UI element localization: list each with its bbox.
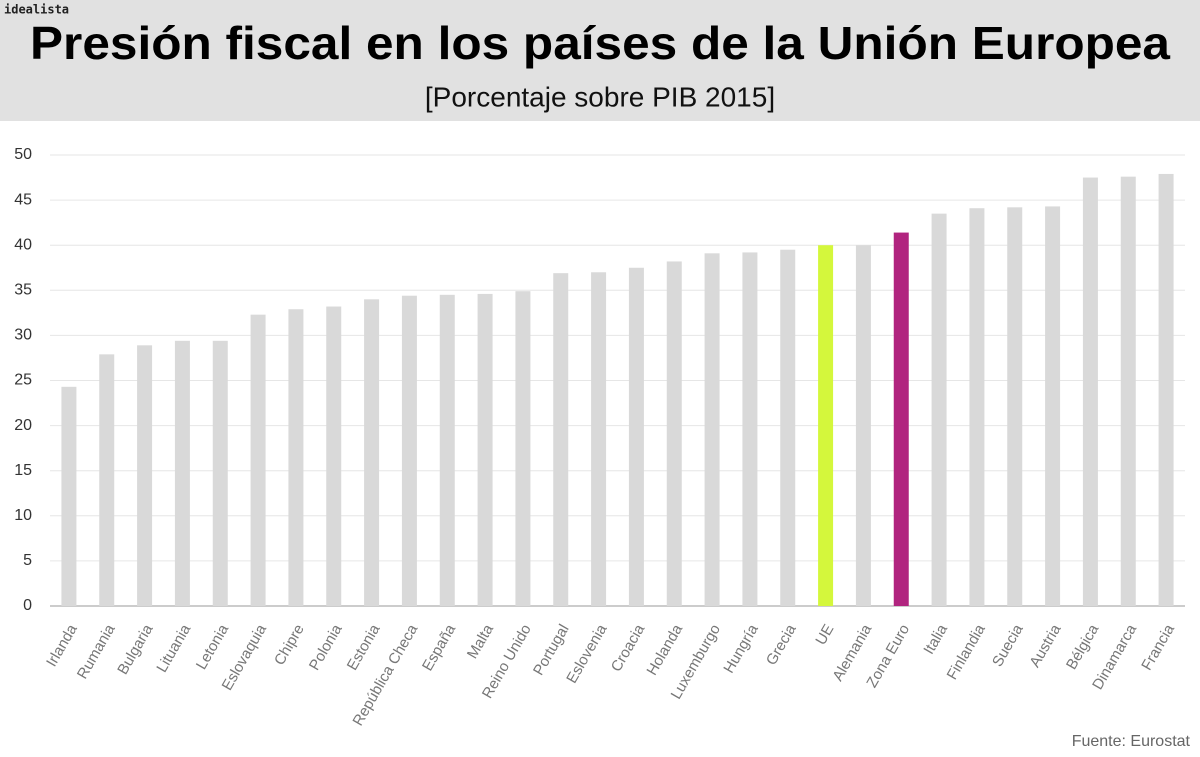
bar [855,245,871,606]
bar [704,253,720,606]
bar [628,267,644,606]
bar [250,314,266,606]
bar [1045,206,1061,606]
x-tick-label: Polonia [306,621,346,673]
y-tick-label: 35 [14,282,32,299]
x-tick-label: Hungría [720,621,762,676]
x-tick-label: Austria [1026,621,1064,670]
bar [137,345,153,606]
y-tick-label: 5 [23,552,32,569]
x-tick-label: Estonia [344,621,384,673]
chart-title: Presión fiscal en los países de la Unión… [30,17,1170,69]
x-tick-label: Bulgaria [114,621,157,678]
x-tick-label: Irlanda [43,621,81,670]
x-tick-label: Grecia [763,621,800,668]
y-tick-label: 0 [23,597,32,614]
x-tick-label: Bélgica [1063,621,1103,673]
x-tick-label: UE [812,621,837,648]
x-tick-label: Chipre [271,621,308,668]
bar [666,261,682,606]
bar [288,309,304,606]
bar [742,252,758,606]
bar [931,213,947,606]
chart-subtitle: [Porcentaje sobre PIB 2015] [425,81,775,112]
bar [818,245,834,606]
bar [1158,173,1174,606]
x-tick-label: Francia [1138,621,1178,673]
bar [780,249,796,606]
bar [212,340,228,606]
y-tick-label: 20 [14,417,32,434]
x-tick-label: Holanda [643,621,686,678]
bar [477,293,493,606]
bar [1007,207,1023,607]
y-tick-label: 25 [14,372,32,389]
bar [61,386,77,606]
bar [1120,176,1136,606]
bar [553,273,569,606]
bar [591,272,607,606]
bar [326,306,342,606]
x-tick-label: Portugal [530,621,573,678]
y-tick-label: 45 [14,191,32,208]
bar [439,294,455,606]
source: Fuente: Eurostat [1072,733,1191,750]
x-tick-label: Italia [920,621,951,658]
bar [969,208,985,606]
header-band [0,0,1200,121]
y-tick-label: 50 [14,146,32,163]
bar [893,232,909,606]
x-tick-label: Malta [464,621,497,662]
y-tick-label: 30 [14,327,32,344]
bar [99,354,115,606]
bar [401,295,417,606]
bar [1082,177,1098,607]
x-tick-label: Lituania [153,621,194,676]
brand: idealista [4,3,69,17]
x-tick-label: Croacia [608,621,649,675]
y-tick-label: 40 [14,236,32,253]
bar [364,299,380,606]
x-tick-label: Suecia [989,621,1027,670]
x-tick-label: Letonia [193,621,233,673]
y-tick-label: 10 [14,507,32,524]
x-tick-label: España [419,621,459,674]
bar [174,340,190,606]
bar [515,291,531,606]
y-tick-label: 15 [14,462,32,479]
